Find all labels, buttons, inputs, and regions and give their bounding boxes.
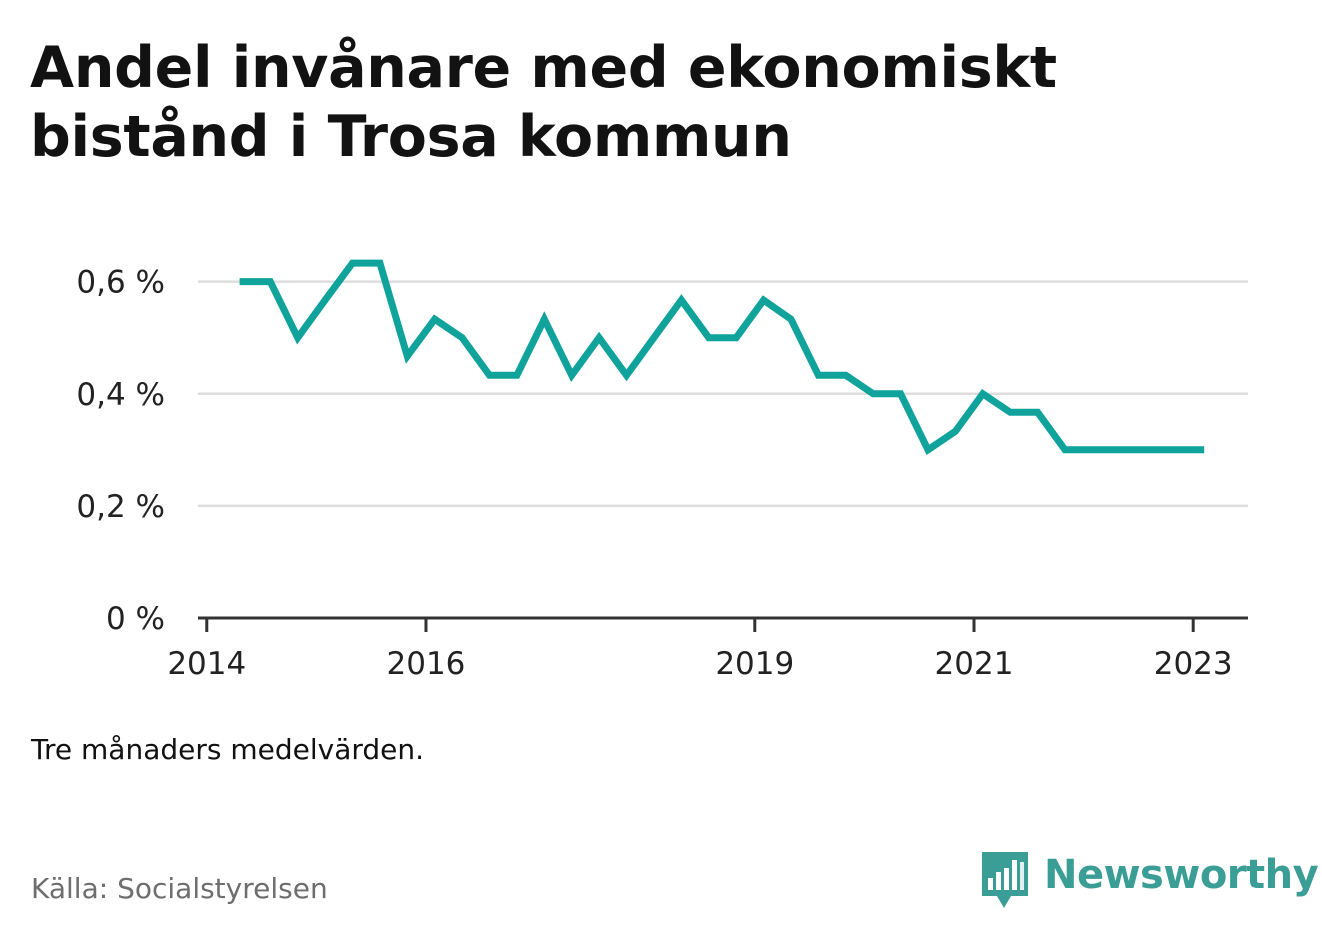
series-line [239,259,1205,455]
x-tick-label: 2019 [715,646,794,682]
x-tick-label: 2021 [935,646,1014,682]
y-tick-label: 0,6 % [76,265,165,301]
bar-chart-speech-bubble-icon [982,852,1028,908]
x-tick-label: 2014 [167,646,246,682]
newsworthy-logo: Newsworthy [980,850,1319,910]
y-tick-label: 0 % [106,601,165,637]
series-layer [239,259,1205,455]
x-tick-label: 2016 [387,646,466,682]
brand-name: Newsworthy [1044,852,1319,898]
source-text: Källa: Socialstyrelsen [31,872,328,905]
chart-note: Tre månaders medelvärden. [31,733,425,766]
axes: 0 % 0,2 % 0,4 % 0,6 % 2014 2016 2019 2021 2023 [76,265,1248,682]
y-tick-label: 0,2 % [76,489,165,525]
y-tick-label: 0,4 % [76,377,165,413]
x-tick-label: 2023 [1154,646,1233,682]
gridlines [198,280,1248,508]
chart-title: Andel invånare med ekonomiskt bistånd i … [30,35,1057,170]
